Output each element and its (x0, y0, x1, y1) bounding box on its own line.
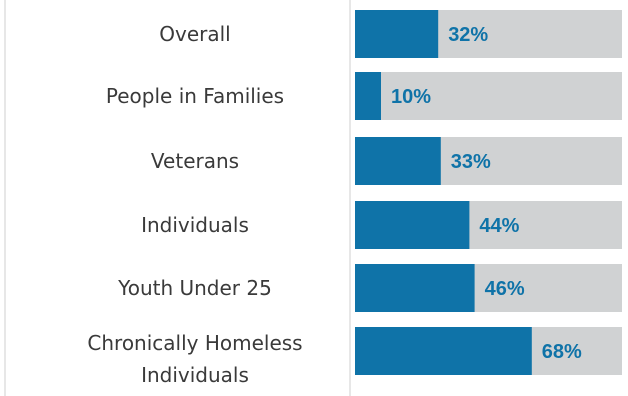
category-label: Individuals (141, 363, 249, 387)
bar (355, 264, 475, 312)
category-label: Veterans (151, 149, 239, 173)
value-label: 44% (479, 215, 519, 237)
bar (355, 201, 470, 249)
value-label: 10% (391, 86, 431, 108)
value-label: 46% (485, 278, 525, 300)
bar (355, 327, 532, 375)
value-label: 68% (542, 341, 582, 363)
value-label: 32% (448, 24, 488, 46)
category-label: Overall (159, 22, 230, 46)
category-label: Youth Under 25 (117, 276, 272, 300)
category-label: People in Families (106, 84, 284, 108)
bar (355, 10, 439, 58)
bar (355, 72, 381, 120)
value-label: 33% (451, 151, 491, 173)
bar-track (355, 72, 622, 120)
category-label: Chronically Homeless (87, 331, 302, 355)
category-label: Individuals (141, 213, 249, 237)
bar (355, 137, 441, 185)
